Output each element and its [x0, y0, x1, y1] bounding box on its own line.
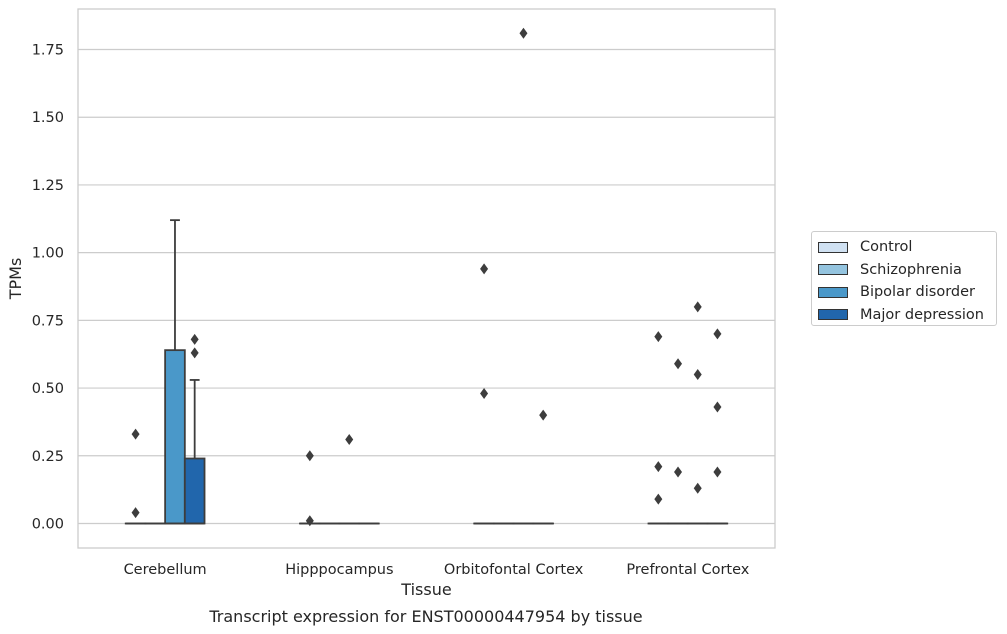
outlier-point	[131, 428, 140, 440]
legend-swatch-major-depression	[818, 309, 848, 321]
x-tick-label-cerebellum: Cerebellum	[124, 562, 207, 578]
plot-area-frame	[77, 8, 776, 549]
legend: Control Schizophrenia Bipolar disorder M…	[811, 231, 997, 326]
y-tick-label: 1.50	[32, 110, 64, 126]
legend-label-schizophrenia: Schizophrenia	[860, 261, 962, 278]
legend-item-major-depression: Major depression	[818, 304, 996, 327]
legend-item-schizophrenia: Schizophrenia	[818, 259, 996, 282]
outlier-point	[713, 328, 722, 340]
legend-item-bipolar-disorder: Bipolar disorder	[818, 281, 996, 304]
outlier-point	[131, 507, 140, 519]
legend-swatch-bipolar-disorder	[818, 286, 848, 298]
box-major-depression-cerebellum	[183, 379, 206, 525]
box-bipolar-disorder-cerebellum	[164, 219, 186, 525]
x-axis-label: Tissue	[400, 580, 451, 599]
legend-item-control: Control	[818, 236, 996, 259]
outlier-point	[693, 369, 702, 381]
outlier-point	[693, 301, 702, 313]
legend-label-major-depression: Major depression	[860, 306, 984, 323]
legend-label-bipolar-disorder: Bipolar disorder	[860, 284, 975, 301]
y-tick-labels: 0.00 0.25 0.50 0.75 1.00 1.25 1.50 1.75	[32, 43, 64, 533]
outlier-point	[519, 27, 528, 39]
legend-swatch-schizophrenia	[818, 264, 848, 276]
y-tick-label: 1.75	[32, 43, 64, 59]
x-tick-label-hipppocampus: Hipppocampus	[285, 562, 393, 578]
y-tick-label: 1.25	[32, 178, 64, 194]
outlier-point	[480, 263, 489, 275]
legend-label-control: Control	[860, 239, 913, 256]
chart-caption: Transcript expression for ENST0000044795…	[208, 607, 642, 626]
outliers	[131, 27, 722, 527]
y-tick-label: 0.00	[32, 517, 64, 533]
outlier-point	[305, 515, 314, 527]
boxes	[124, 219, 729, 525]
outlier-point	[654, 331, 663, 343]
y-tick-label: 0.50	[32, 381, 64, 397]
y-tick-label: 0.25	[32, 449, 64, 465]
outlier-point	[480, 387, 489, 399]
x-tick-label-prefrontal-cortex: Prefrontal Cortex	[626, 562, 749, 578]
outlier-point	[713, 466, 722, 478]
outlier-point	[190, 347, 199, 359]
y-tick-label: 0.75	[32, 313, 64, 329]
box-body	[183, 457, 206, 525]
outlier-point	[713, 401, 722, 413]
outlier-point	[674, 358, 683, 370]
outlier-point	[539, 409, 548, 421]
y-tick-label: 1.00	[32, 246, 64, 262]
x-tick-label-orbitofontal-cortex: Orbitofontal Cortex	[444, 562, 584, 578]
box-body	[164, 349, 186, 525]
outlier-point	[654, 493, 663, 505]
outlier-point	[654, 461, 663, 473]
outlier-point	[305, 450, 314, 462]
legend-swatch-control	[818, 241, 848, 253]
x-tick-labels: Cerebellum Hipppocampus Orbitofontal Corte…	[124, 562, 750, 578]
outlier-point	[345, 434, 354, 446]
outlier-point	[674, 466, 683, 478]
y-axis-label: TPMs	[6, 258, 25, 301]
outlier-point	[693, 482, 702, 494]
outlier-point	[190, 333, 199, 345]
